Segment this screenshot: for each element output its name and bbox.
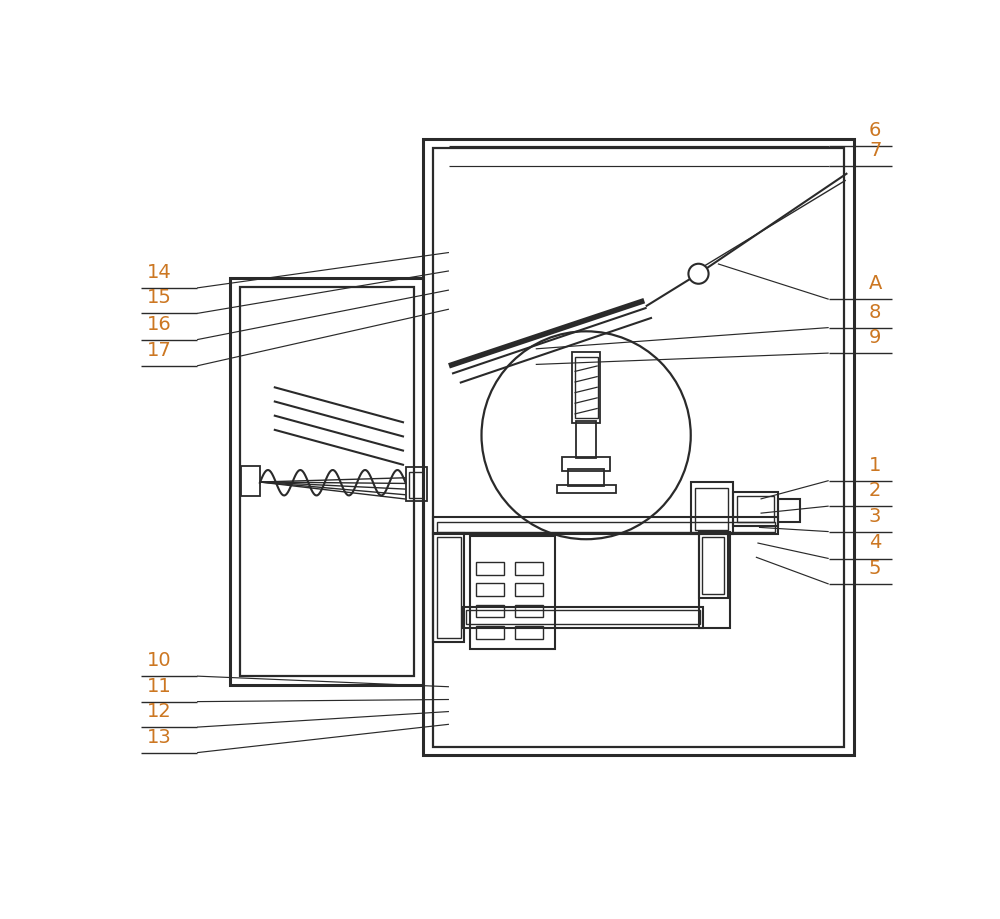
Bar <box>470 537 555 650</box>
Text: 16: 16 <box>147 314 171 334</box>
Bar <box>698 533 730 629</box>
Bar <box>737 496 774 522</box>
Text: 2: 2 <box>869 481 881 499</box>
Bar <box>572 352 600 423</box>
Text: 15: 15 <box>147 288 172 307</box>
Bar <box>437 522 775 532</box>
Bar <box>557 485 616 494</box>
Text: 10: 10 <box>147 651 171 669</box>
Text: 5: 5 <box>869 559 882 577</box>
Bar <box>515 626 543 639</box>
Circle shape <box>688 265 709 285</box>
Text: 17: 17 <box>147 340 171 359</box>
Bar <box>515 584 543 596</box>
Bar <box>437 538 461 638</box>
Bar <box>562 457 610 471</box>
Bar <box>778 499 800 522</box>
Bar <box>574 357 598 418</box>
Bar <box>230 278 423 685</box>
Text: 12: 12 <box>147 701 171 720</box>
Bar <box>433 149 844 747</box>
Text: 7: 7 <box>869 141 881 160</box>
Bar <box>576 422 596 459</box>
Bar <box>476 605 504 618</box>
Text: 1: 1 <box>869 455 881 474</box>
Bar <box>409 472 423 498</box>
Bar <box>476 562 504 575</box>
Bar <box>476 626 504 639</box>
Bar <box>406 468 427 502</box>
Text: 4: 4 <box>869 533 881 551</box>
Bar <box>733 493 778 527</box>
Bar <box>240 287 414 676</box>
Bar <box>698 533 728 598</box>
Text: 6: 6 <box>869 121 881 140</box>
Bar <box>466 610 700 625</box>
Bar <box>568 470 604 487</box>
Bar <box>463 607 703 629</box>
Text: A: A <box>869 274 882 293</box>
Text: 9: 9 <box>869 328 881 346</box>
Text: 11: 11 <box>147 675 171 695</box>
Text: 3: 3 <box>869 506 881 525</box>
Bar <box>433 518 778 535</box>
Bar <box>515 605 543 618</box>
Bar <box>241 467 260 496</box>
Bar <box>695 488 728 530</box>
Bar <box>691 482 733 535</box>
Text: 13: 13 <box>147 727 171 745</box>
Bar <box>702 538 724 595</box>
Bar <box>423 140 854 755</box>
Bar <box>515 562 543 575</box>
Text: 8: 8 <box>869 302 881 321</box>
Bar <box>476 584 504 596</box>
Text: 14: 14 <box>147 263 171 281</box>
Bar <box>433 533 464 642</box>
